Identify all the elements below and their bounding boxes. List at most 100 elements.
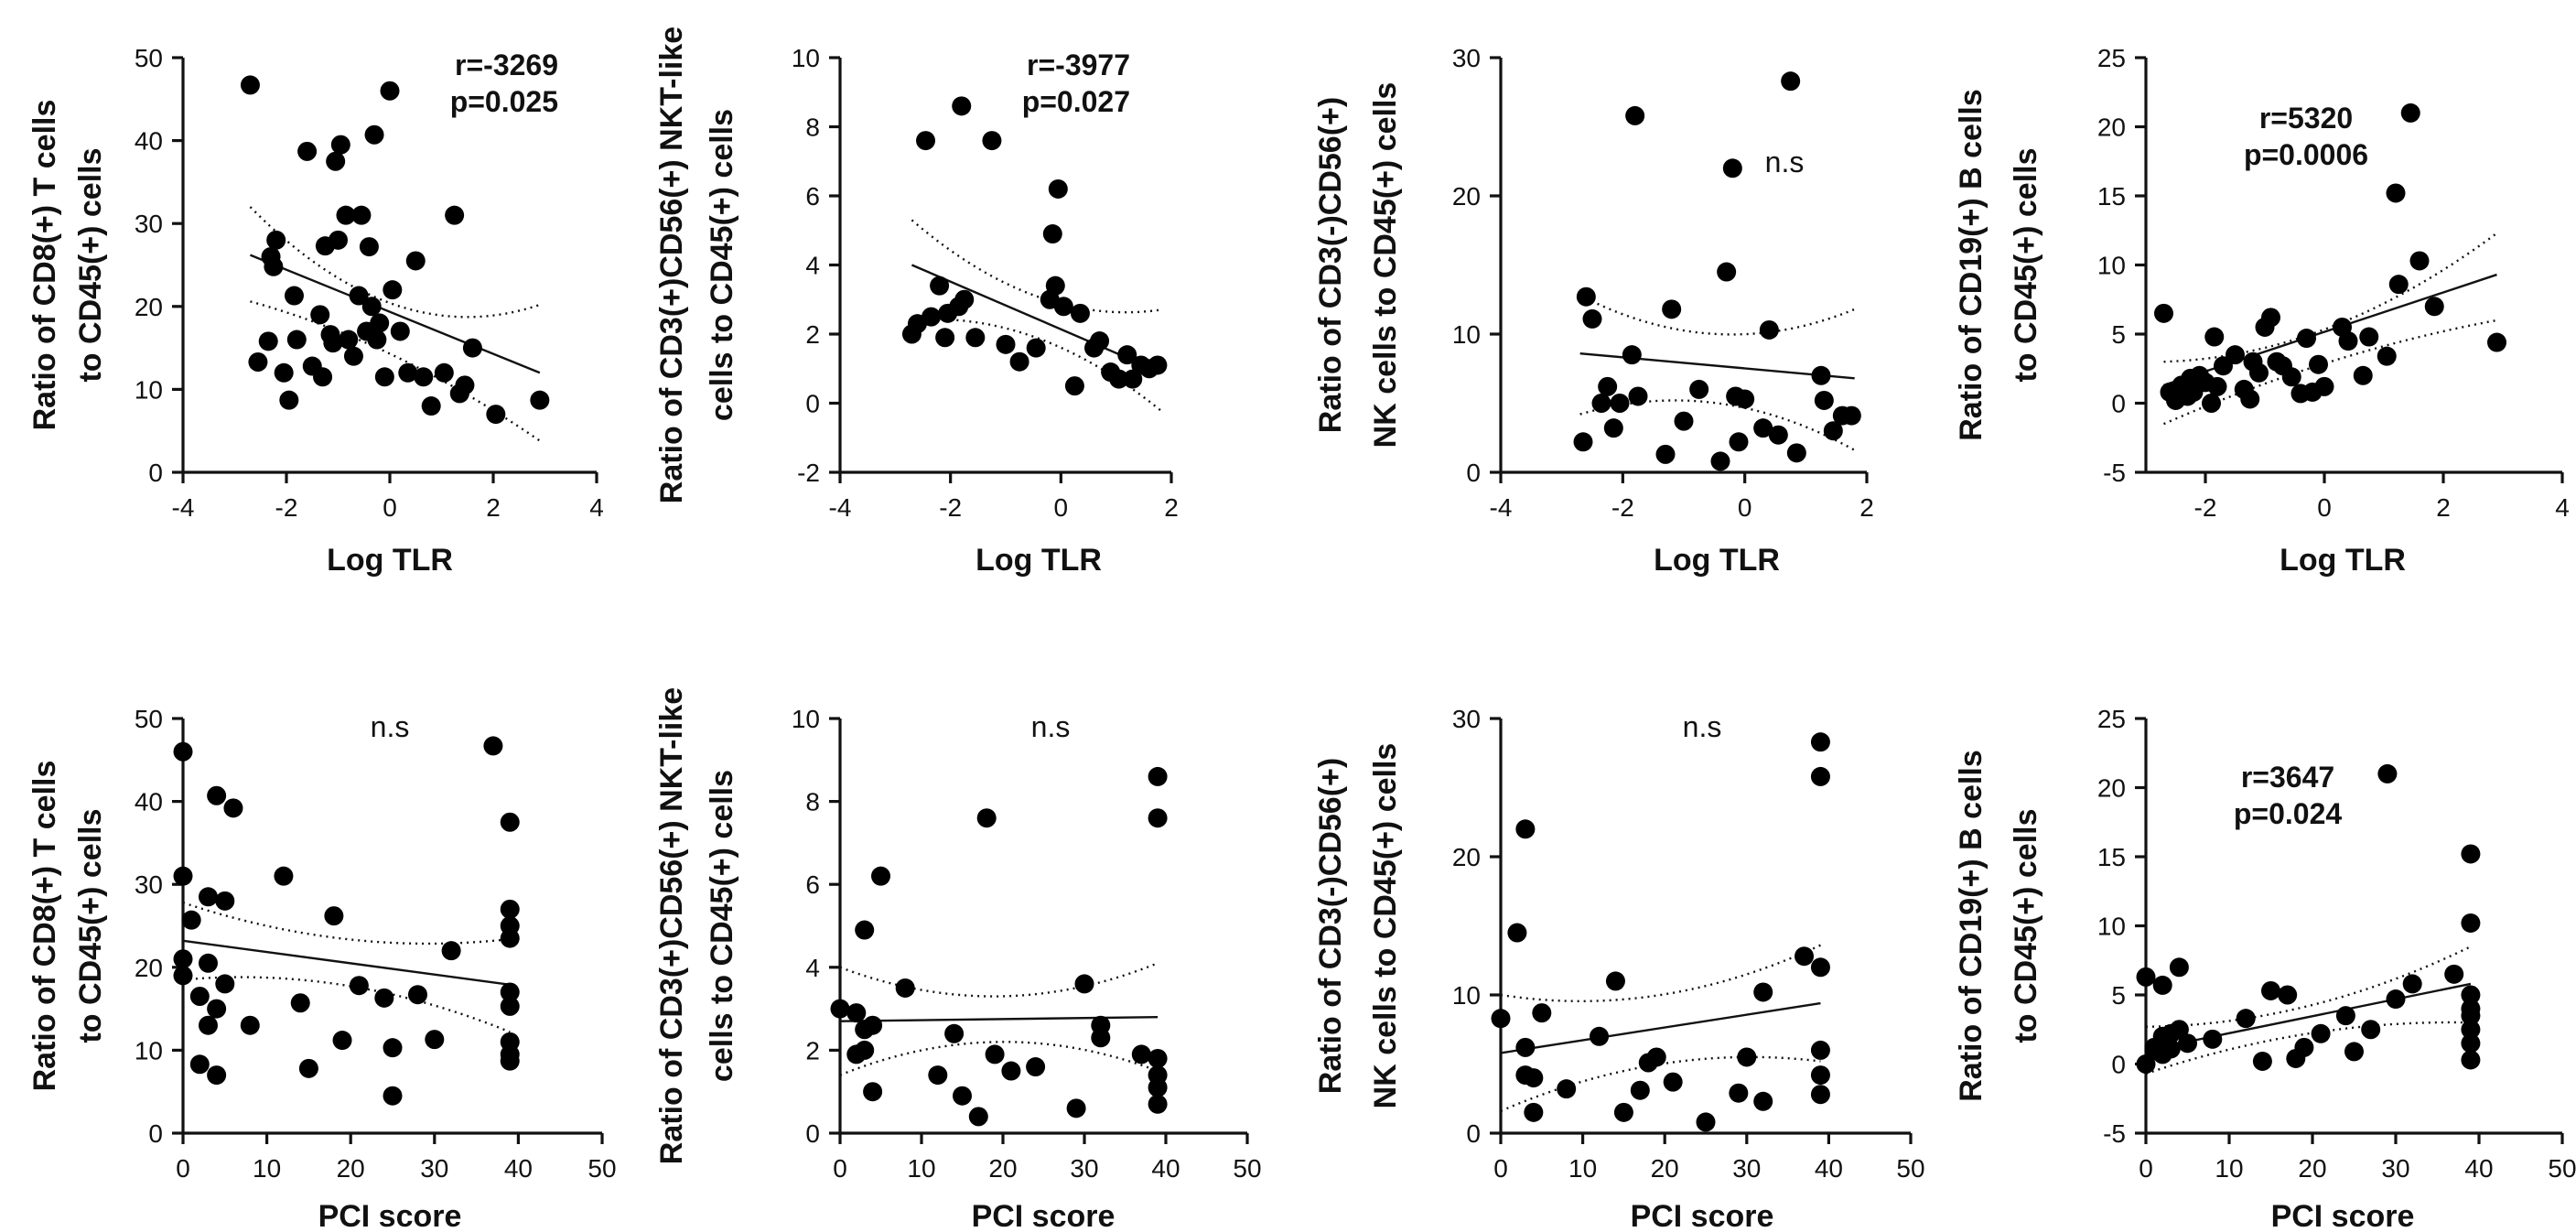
x-tick-label: 0 <box>383 493 397 522</box>
data-point <box>500 996 520 1016</box>
data-point <box>1582 308 1602 329</box>
data-point <box>1117 345 1137 365</box>
data-point <box>1810 732 1830 752</box>
data-point <box>2335 1006 2355 1026</box>
data-point <box>189 1054 210 1075</box>
panel-2: -2 0 2 4 6 8 10 -4 -2 0 2 Log TLR Ratio of CD3(+)CD5… <box>654 27 1179 578</box>
y-axis-label: to CD45(+) cells <box>2009 808 2043 1043</box>
data-point <box>1491 1009 1511 1029</box>
y-tick-label: 4 <box>805 252 820 280</box>
data-point <box>1557 1079 1577 1099</box>
panel-3: 0 10 20 30 -4 -2 0 2 Log TLR Ratio of CD3(-)CD56(… <box>1313 44 1874 578</box>
data-point <box>1598 376 1618 396</box>
data-point <box>240 1015 260 1035</box>
data-point <box>2424 297 2444 317</box>
data-point <box>286 330 307 350</box>
panel-1: 0 10 20 30 40 50 -4 -2 0 2 4 Log TLR Ratio of CD8(+)… <box>27 44 604 578</box>
y-tick-label: 25 <box>2097 44 2126 72</box>
data-point <box>198 953 218 973</box>
x-tick-label: 20 <box>337 1154 365 1183</box>
data-point <box>922 307 942 327</box>
x-tick-label: 0 <box>1738 493 1752 522</box>
x-tick-label: 0 <box>1054 493 1069 522</box>
y-tick-label: 0 <box>1466 459 1481 487</box>
x-tick-label: 30 <box>1732 1154 1761 1183</box>
x-tick-label: 0 <box>2139 1154 2153 1183</box>
data-point <box>1026 338 1046 358</box>
stat-label: p=0.027 <box>1022 85 1130 118</box>
y-tick-label: 10 <box>1452 981 1481 1010</box>
x-tick-label: 40 <box>1815 1154 1843 1183</box>
data-point <box>207 785 227 805</box>
x-tick-label: 20 <box>2298 1154 2326 1183</box>
data-point <box>445 205 465 225</box>
data-point <box>198 1015 218 1035</box>
y-axis-label: Ratio of CD3(+)CD56(+) NKT-like <box>654 687 689 1164</box>
data-point <box>916 131 936 151</box>
x-axis-label: Log TLR <box>1654 543 1780 578</box>
data-point <box>2297 329 2316 349</box>
data-point <box>1009 351 1029 372</box>
regression-line <box>839 1015 1159 1022</box>
data-point <box>313 367 333 387</box>
y-tick-label: 10 <box>792 44 820 72</box>
data-point <box>240 75 260 95</box>
y-axis-label: Ratio of CD8(+) T cells <box>27 100 62 431</box>
data-point <box>855 920 875 940</box>
data-point <box>2278 985 2298 1005</box>
data-point <box>383 1086 403 1106</box>
data-point <box>2314 376 2334 396</box>
stat-label: r=-3977 <box>1027 49 1130 81</box>
y-tick-label: 2 <box>805 320 820 349</box>
y-tick-label: 0 <box>148 459 163 487</box>
x-tick-label: -2 <box>939 493 962 522</box>
data-point <box>1507 923 1527 943</box>
regression-line <box>1500 1001 1821 1054</box>
x-tick-label: -4 <box>829 493 852 522</box>
data-point <box>2161 1039 2181 1059</box>
data-point <box>383 280 403 300</box>
data-point <box>1696 1112 1716 1132</box>
data-point <box>425 1030 445 1050</box>
data-point <box>1810 766 1830 786</box>
data-point <box>405 251 426 271</box>
data-point <box>1810 1040 1830 1060</box>
data-point <box>1810 1065 1830 1086</box>
data-point <box>1532 1003 1552 1023</box>
data-point <box>266 230 286 250</box>
data-point <box>298 1058 318 1078</box>
y-tick-label: 25 <box>2097 705 2126 733</box>
data-point <box>359 237 379 257</box>
data-point <box>370 313 390 333</box>
x-tick-label: 2 <box>2436 493 2451 522</box>
y-tick-label: 20 <box>135 954 163 982</box>
data-point <box>965 328 986 348</box>
x-tick-label: 30 <box>2381 1154 2409 1183</box>
data-point <box>2178 1033 2197 1054</box>
y-axis-label: Ratio of CD8(+) T cells <box>27 761 62 1092</box>
y-tick-label: -5 <box>2103 459 2126 487</box>
y-axis-label: to CD45(+) cells <box>73 808 108 1043</box>
data-point <box>181 910 201 930</box>
data-point <box>1123 369 1143 389</box>
data-point <box>1622 345 1642 365</box>
data-point <box>1591 394 1611 413</box>
data-point <box>996 334 1016 354</box>
data-point <box>374 367 394 387</box>
data-point <box>2261 308 2280 328</box>
stat-label: p=0.025 <box>450 85 558 118</box>
x-tick-label: 40 <box>1151 1154 1180 1183</box>
data-point <box>954 289 975 309</box>
data-point <box>1753 982 1773 1002</box>
panel-4: -5 0 5 10 15 20 25 -2 0 2 4 Log TLR Ratio of CD19(+)… <box>1954 44 2570 578</box>
data-point <box>1625 105 1645 125</box>
y-tick-label: 50 <box>135 44 163 72</box>
ci-upper-band <box>182 901 511 946</box>
x-tick-label: 0 <box>833 1154 847 1183</box>
x-tick-label: 10 <box>907 1154 935 1183</box>
data-point <box>1841 405 1861 426</box>
y-tick-label: 40 <box>135 127 163 156</box>
data-point <box>258 331 278 351</box>
data-point <box>830 999 850 1019</box>
y-tick-label: 5 <box>2111 981 2126 1010</box>
